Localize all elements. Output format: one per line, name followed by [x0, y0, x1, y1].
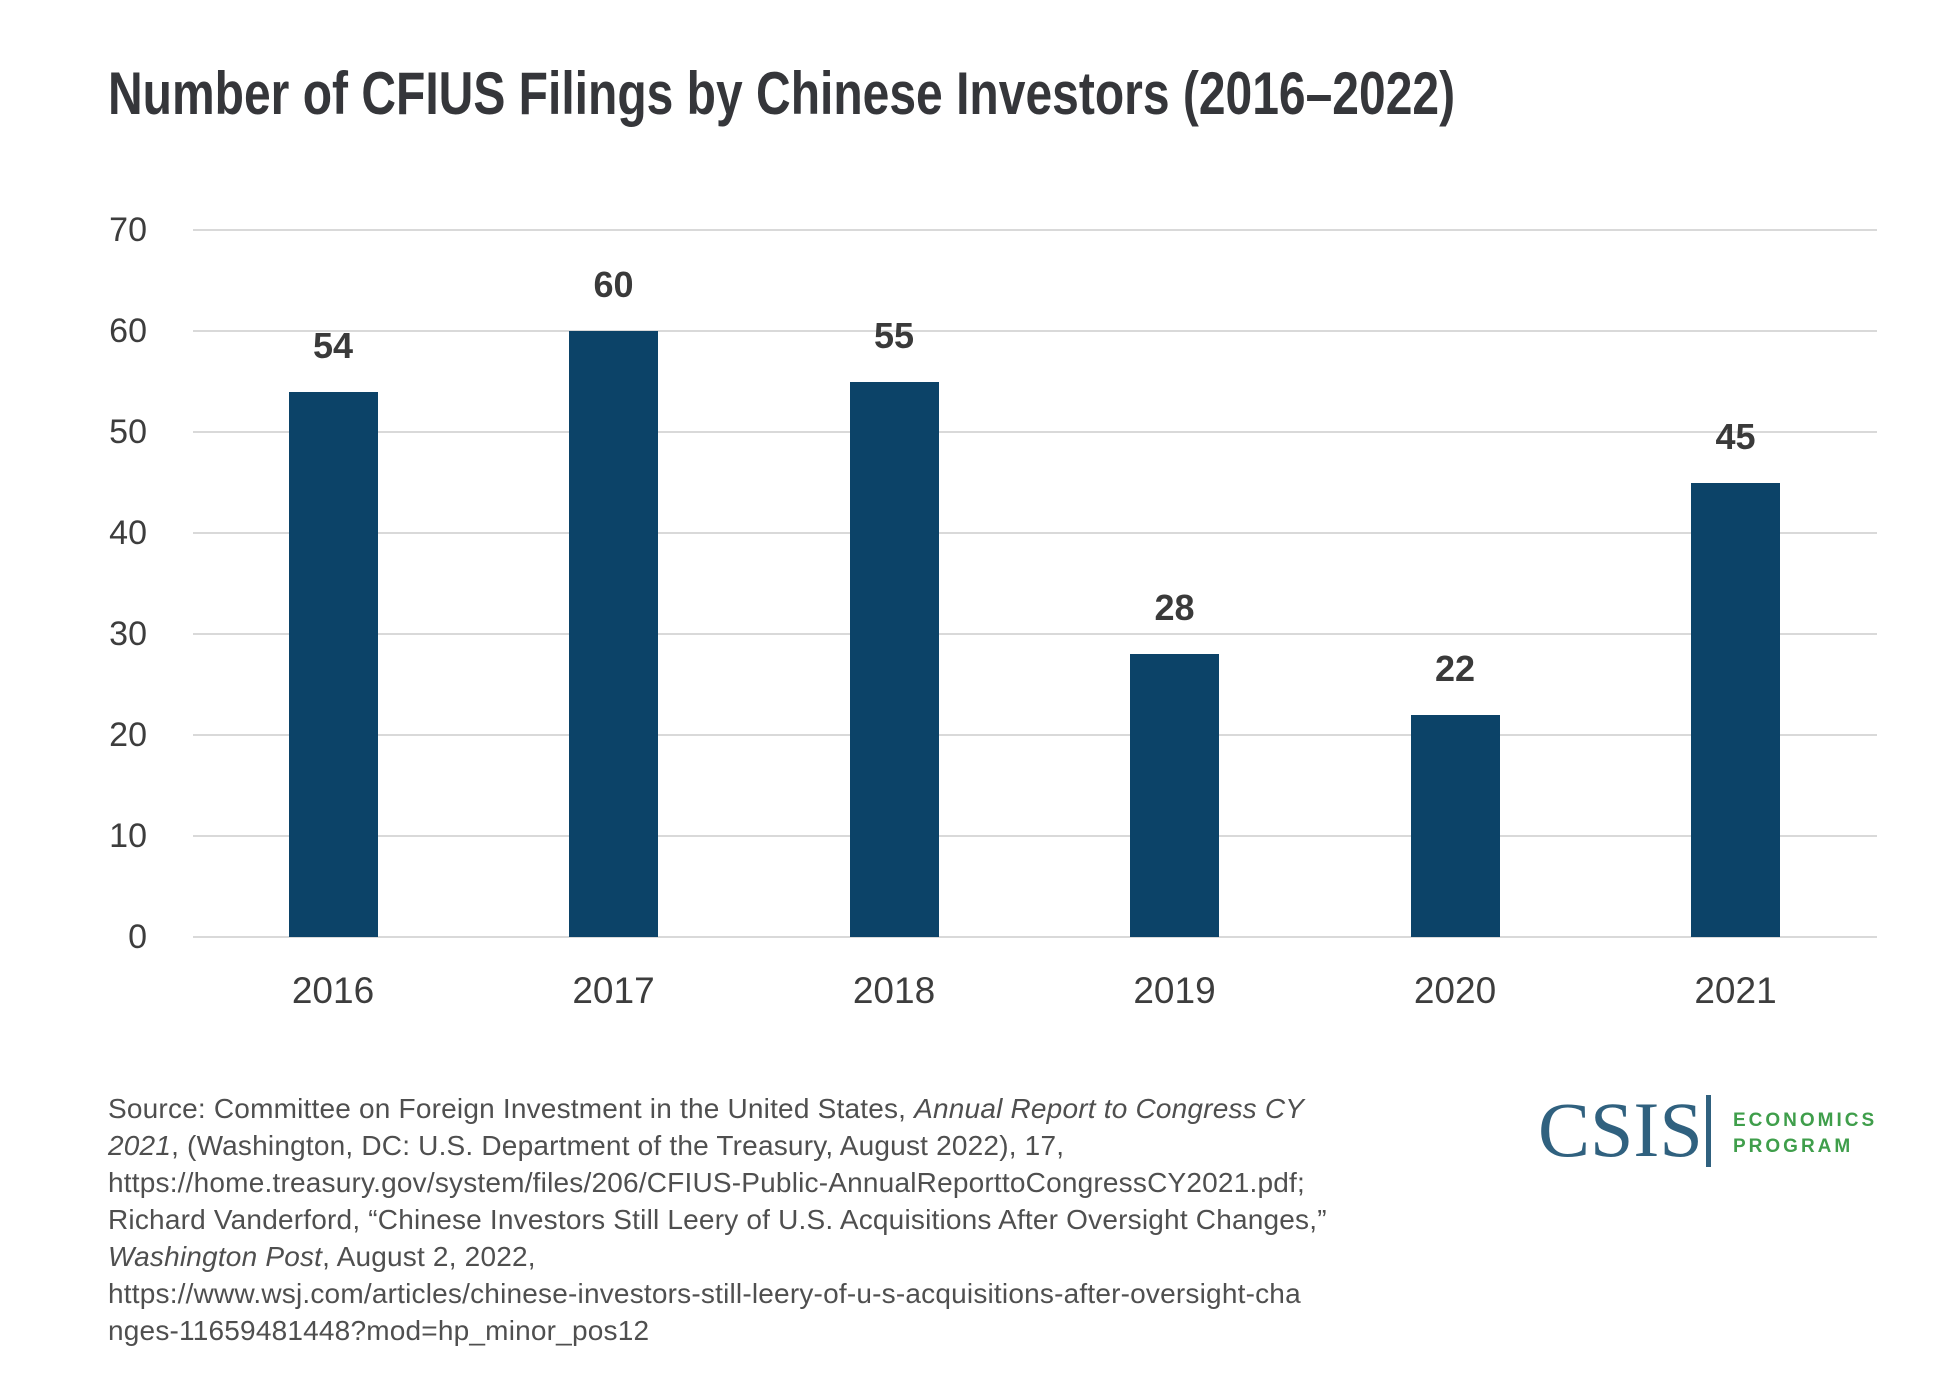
gridline-y-50: [193, 431, 1877, 433]
source-text-italic: 2021: [108, 1130, 172, 1161]
bar-value-label-2017: 60: [593, 264, 634, 305]
bar-value-label-2019: 28: [1154, 587, 1195, 629]
bar-2018: [849, 381, 939, 937]
source-text: nges-11659481448?mod=hp_minor_pos12: [108, 1315, 650, 1346]
bar-2021: [1691, 482, 1780, 937]
source-text-italic: Annual Report to Congress CY: [914, 1093, 1305, 1124]
csis-wordmark: CSIS: [1538, 1086, 1703, 1173]
program-line-1: ECONOMICS: [1733, 1110, 1878, 1131]
bar-value-label-2021: 45: [1715, 415, 1756, 457]
source-text: Source: Committee on Foreign Investment …: [108, 1093, 915, 1124]
gridline-y-10: [193, 835, 1877, 837]
y-axis-tick-label: 40: [109, 514, 147, 552]
x-axis-label-2018: 2018: [852, 970, 936, 1011]
bar-2017: [569, 331, 658, 937]
program-line-2: PROGRAM: [1733, 1136, 1854, 1157]
x-axis-label-2020: 2020: [1413, 970, 1497, 1011]
gridline-y-30: [193, 633, 1877, 635]
bar-2019: [1130, 654, 1219, 937]
source-line: Richard Vanderford, “Chinese Investors S…: [108, 1201, 1327, 1238]
source-citation: Source: Committee on Foreign Investment …: [108, 1090, 1327, 1349]
source-line: https://www.wsj.com/articles/chinese-inv…: [108, 1275, 1327, 1312]
y-axis-tick-label: 60: [109, 312, 147, 350]
source-line: Source: Committee on Foreign Investment …: [108, 1090, 1327, 1127]
y-axis-tick-label: 30: [109, 615, 147, 653]
y-axis-tick-label: 0: [128, 918, 147, 956]
gridline-y-40: [193, 532, 1877, 534]
bar-value-label-2018: 55: [873, 314, 915, 356]
gridline-y-0: [193, 936, 1877, 938]
bar-chart-plot-area: 0 10 20 30 40 50 60 70 54 2016 60 2017 55 2018 28 2019 2…: [109, 211, 1877, 1011]
y-axis-tick-label: 20: [109, 716, 147, 754]
y-axis-tick-label: 10: [109, 817, 147, 855]
chart-title: Number of CFIUS Filings by Chinese Inves…: [108, 60, 1456, 127]
x-axis-label-2016: 2016: [291, 970, 375, 1011]
bar-value-label-2016: 54: [312, 324, 354, 366]
logo-divider: [1706, 1095, 1711, 1167]
y-axis-tick-label: 50: [109, 413, 147, 451]
x-axis-label-2017: 2017: [572, 970, 655, 1011]
source-text: https://home.treasury.gov/system/files/2…: [108, 1167, 1305, 1198]
x-axis-label-2021: 2021: [1694, 970, 1777, 1011]
source-line: nges-11659481448?mod=hp_minor_pos12: [108, 1312, 1327, 1349]
source-text: , August 2, 2022,: [322, 1241, 536, 1272]
source-text: https://www.wsj.com/articles/chinese-inv…: [108, 1278, 1301, 1309]
gridline-y-20: [193, 734, 1877, 736]
source-line: 2021, (Washington, DC: U.S. Department o…: [108, 1127, 1327, 1164]
source-text: , (Washington, DC: U.S. Department of th…: [171, 1130, 1065, 1161]
y-axis-tick-label: 70: [109, 211, 147, 249]
economics-program-label: ECONOMICS PROGRAM: [1733, 1108, 1877, 1160]
gridline-y-70: [193, 229, 1877, 231]
bar-2016: [288, 391, 378, 937]
gridline-y-60: [193, 330, 1877, 332]
source-text: Richard Vanderford, “Chinese Investors S…: [108, 1204, 1327, 1235]
source-line: https://home.treasury.gov/system/files/2…: [108, 1164, 1327, 1201]
x-axis-label-2019: 2019: [1133, 970, 1216, 1011]
source-text-italic: Washington Post: [108, 1241, 323, 1272]
bar-value-label-2020: 22: [1434, 647, 1476, 689]
bar-2020: [1410, 714, 1500, 937]
source-line: Washington Post, August 2, 2022,: [108, 1238, 1327, 1275]
